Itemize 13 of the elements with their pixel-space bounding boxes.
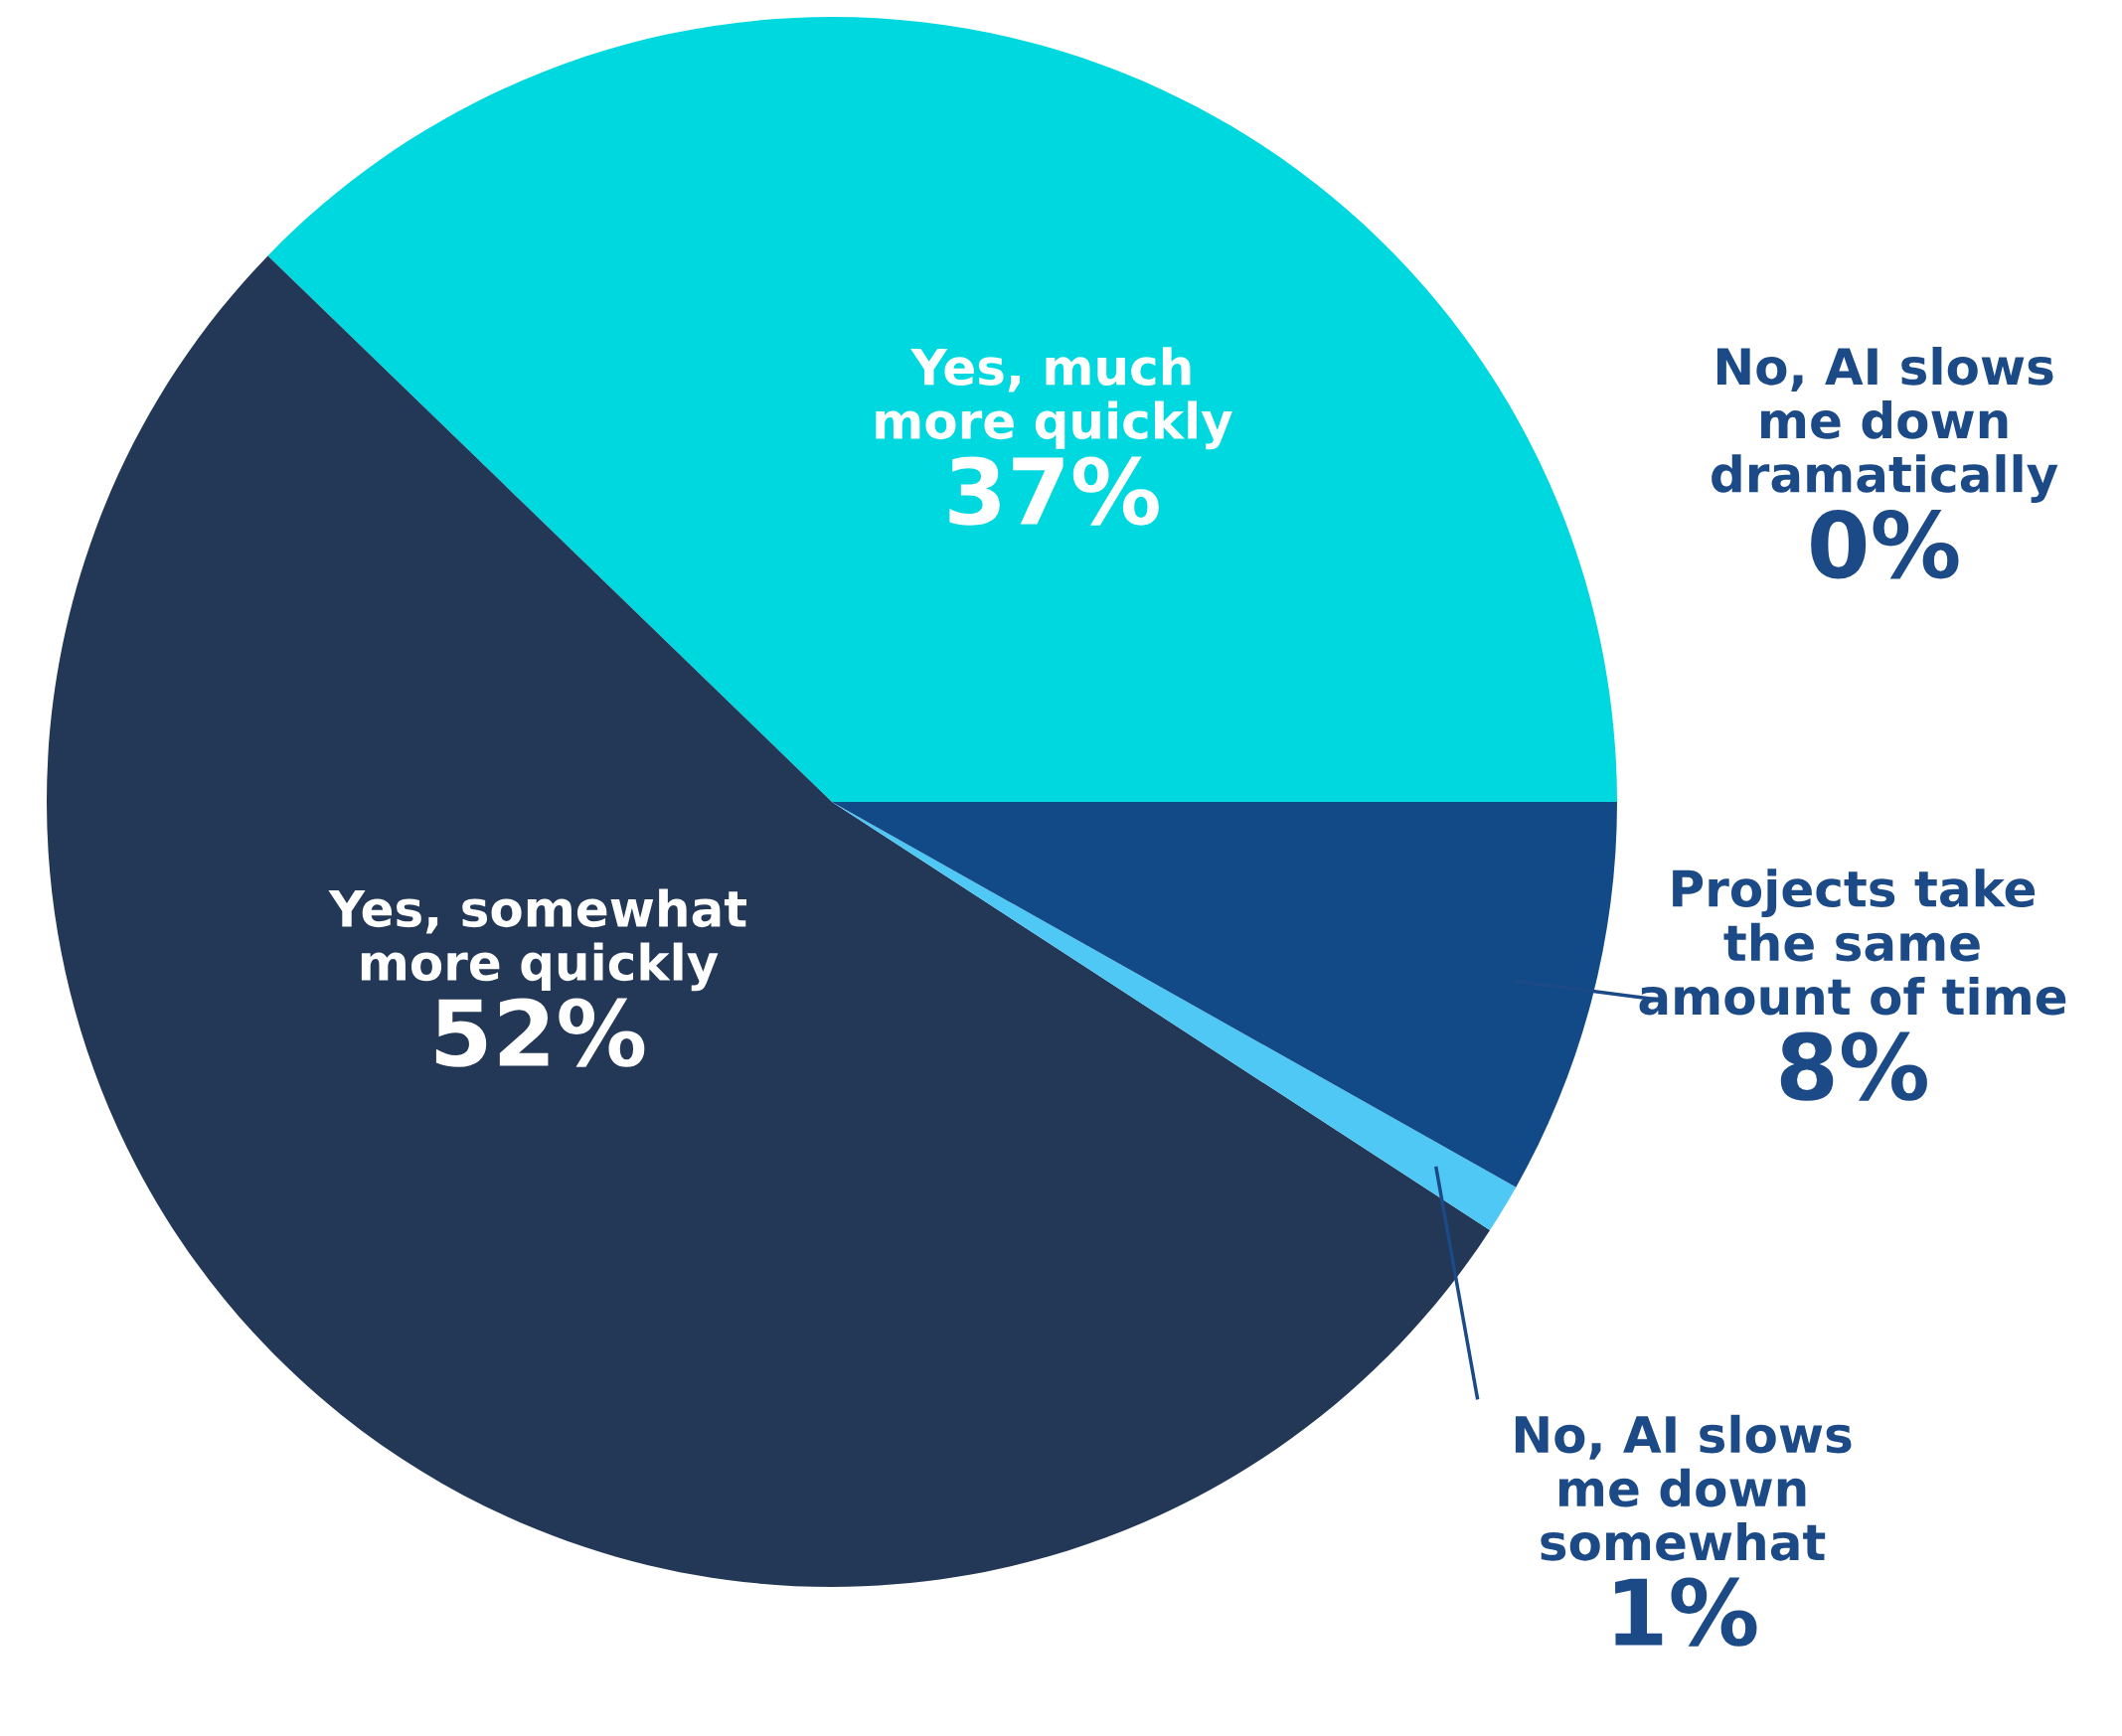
- data-label: 8%: [1780, 1031, 1927, 1101]
- pie-slice: [832, 802, 1517, 1230]
- data-label: 1%: [1615, 1577, 1757, 1647]
- data-label: 52%: [435, 998, 645, 1067]
- slice-label: Yes, much more quickly: [876, 347, 1232, 450]
- data-label: 37%: [949, 456, 1159, 526]
- category-label: No, AI slows me down dramatically: [1712, 346, 2058, 503]
- slice-label: No, AI slows me down somewhat: [1515, 1414, 1852, 1561]
- text: 0%: [1811, 510, 1959, 579]
- slice-label: Projects take the same amount of time: [1639, 868, 2066, 1016]
- pie-slice: [47, 255, 1491, 1587]
- slice-label: Yes, somewhat more quickly: [328, 888, 747, 992]
- pie-slice: [267, 17, 1617, 802]
